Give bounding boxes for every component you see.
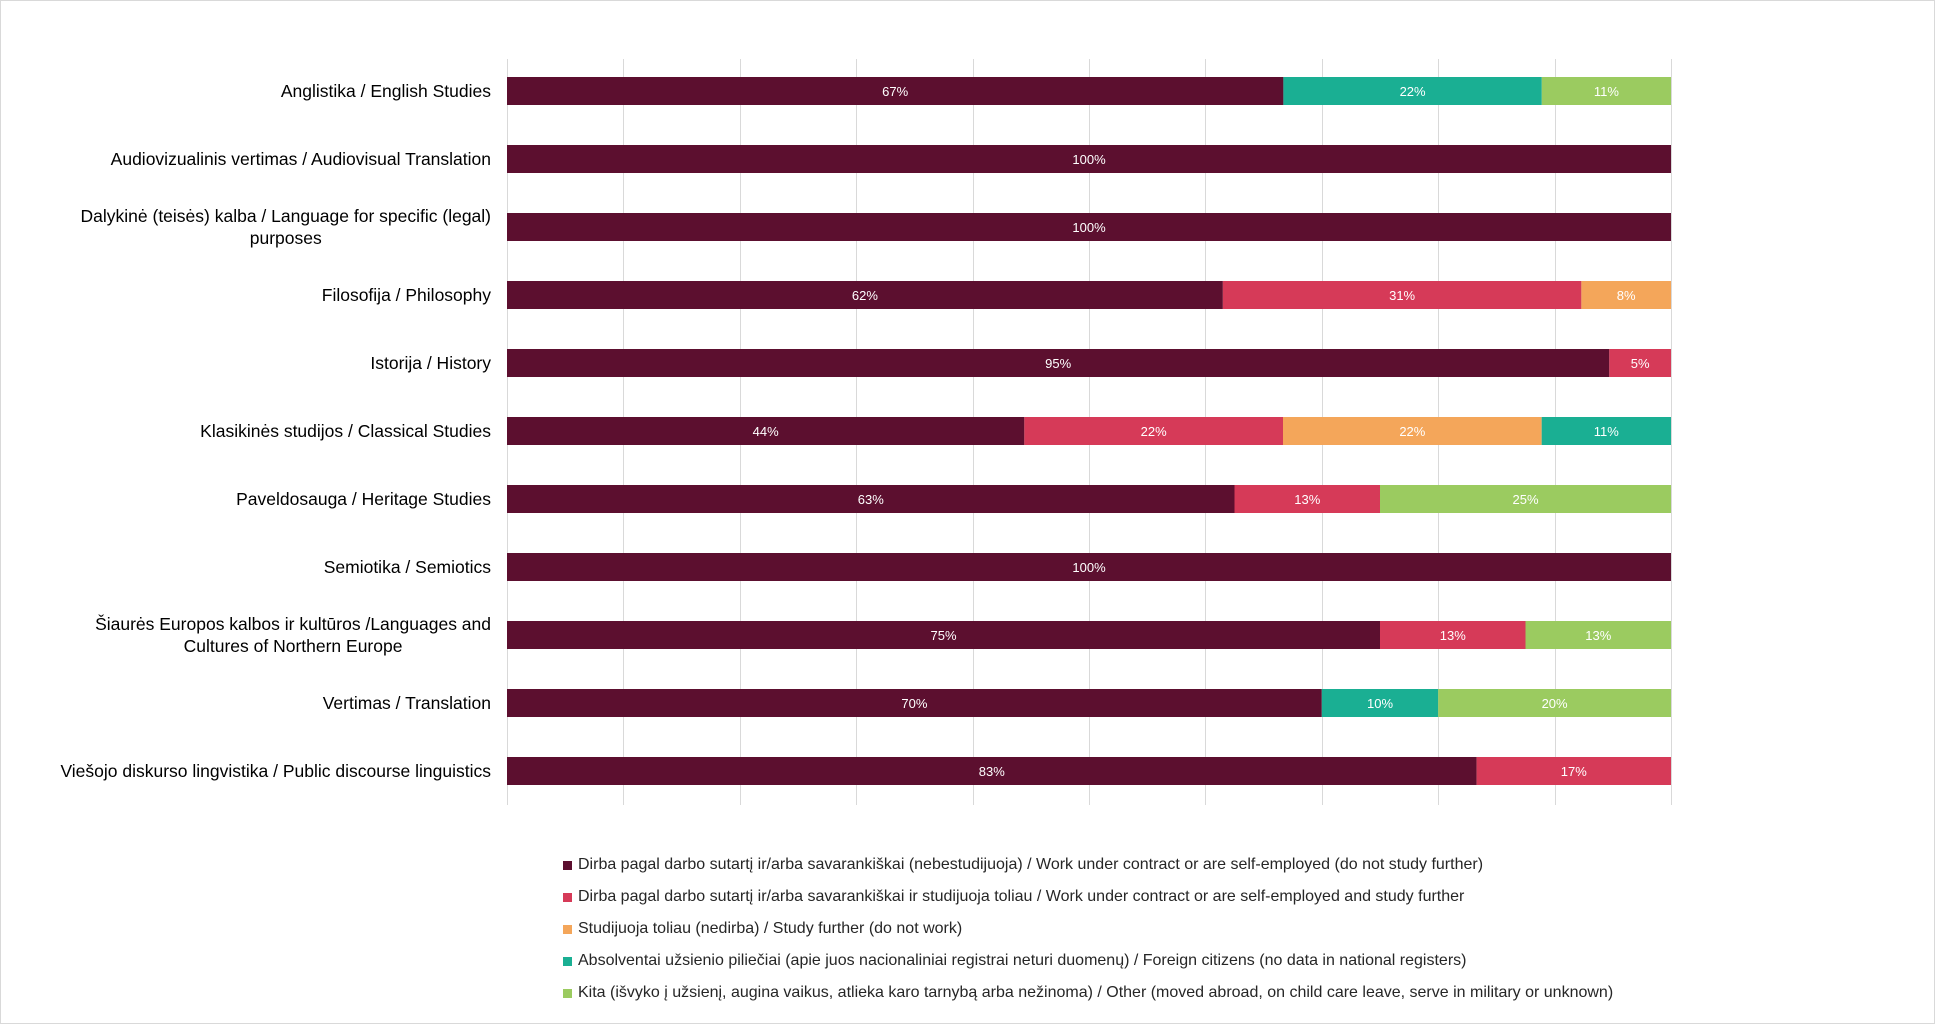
- data-label: 13%: [1585, 628, 1611, 643]
- data-label: 10%: [1367, 696, 1393, 711]
- data-label: 67%: [882, 84, 908, 99]
- legend-item: Absolventai užsienio piliečiai (apie juo…: [563, 945, 1863, 977]
- bar-segment: [507, 417, 1025, 445]
- legend-label: Dirba pagal darbo sutartį ir/arba savara…: [578, 856, 1484, 873]
- data-label: 100%: [1072, 220, 1106, 235]
- bar-segment: [507, 145, 1671, 173]
- bar-segment: [1581, 281, 1671, 309]
- legend-item: Dirba pagal darbo sutartį ir/arba savara…: [563, 881, 1863, 913]
- category-label: Cultures of Northern Europe: [184, 636, 403, 656]
- bar-segment: [1525, 621, 1671, 649]
- legend-label: Dirba pagal darbo sutartį ir/arba savara…: [578, 888, 1465, 905]
- legend-label: Kita (išvyko į užsienį, augina vaikus, a…: [578, 984, 1614, 1001]
- data-label: 11%: [1594, 84, 1619, 99]
- bar-segment: [507, 349, 1610, 377]
- data-label: 31%: [1389, 288, 1415, 303]
- category-label: purposes: [250, 228, 322, 248]
- data-label: 100%: [1072, 560, 1106, 575]
- bar-segment: [1234, 485, 1380, 513]
- data-label: 22%: [1399, 424, 1425, 439]
- legend-label: Studijuoja toliau (nedirba) / Study furt…: [578, 920, 963, 937]
- data-label: 13%: [1440, 628, 1466, 643]
- bars: 67% 22% 11% 100% 100% 62% 31% 8% 95% 5% 44% 22% 22% 1…: [507, 77, 1671, 785]
- bar-segment: [1541, 77, 1671, 105]
- category-label: Filosofija / Philosophy: [322, 285, 491, 305]
- bar-segment: [507, 553, 1671, 581]
- legend-swatch: [563, 860, 572, 870]
- legend-item: Kita (išvyko į užsienį, augina vaikus, a…: [563, 977, 1863, 1009]
- category-label: Istorija / History: [370, 353, 491, 373]
- data-label: 75%: [930, 628, 956, 643]
- bar-segment: [507, 621, 1380, 649]
- category-label: Viešojo diskurso lingvistika / Public di…: [60, 761, 491, 781]
- data-label: 20%: [1542, 696, 1568, 711]
- category-label: Šiaurės Europos kalbos ir kultūros /Lang…: [95, 613, 491, 634]
- bar-segment: [1541, 417, 1671, 445]
- category-label: Klasikinės studijos / Classical Studies: [200, 421, 491, 441]
- data-label: 44%: [753, 424, 779, 439]
- bar-segment: [1476, 757, 1671, 785]
- bar-segment: [1380, 485, 1671, 513]
- category-label: Semiotika / Semiotics: [324, 557, 492, 577]
- category-label: Audiovizualinis vertimas / Audiovisual T…: [111, 149, 491, 169]
- data-label: 17%: [1561, 764, 1587, 779]
- data-label: 13%: [1294, 492, 1320, 507]
- legend-item: Dirba pagal darbo sutartį ir/arba savara…: [563, 849, 1863, 881]
- data-label: 100%: [1072, 152, 1106, 167]
- legend-swatch: [563, 892, 572, 902]
- data-label: 22%: [1400, 84, 1426, 99]
- data-label: 11%: [1594, 424, 1619, 439]
- bar-segment: [507, 485, 1235, 513]
- data-label: 8%: [1617, 288, 1636, 303]
- data-label: 5%: [1631, 356, 1650, 371]
- bar-segment: [1609, 349, 1671, 377]
- bar-segment: [1321, 689, 1439, 717]
- bar-segment: [507, 77, 1284, 105]
- legend-swatch: [563, 924, 572, 934]
- data-label: 63%: [858, 492, 884, 507]
- legend-swatch: [563, 956, 572, 966]
- category-label: Anglistika / English Studies: [281, 81, 491, 101]
- bar-segment: [507, 281, 1223, 309]
- bar-segment: [1283, 417, 1542, 445]
- legend-swatch: [563, 988, 572, 998]
- category-labels: Anglistika / English Studies Audiovizuali…: [60, 81, 491, 781]
- category-label: Vertimas / Translation: [323, 693, 491, 713]
- data-label: 62%: [852, 288, 878, 303]
- category-label: Paveldosauga / Heritage Studies: [236, 489, 491, 509]
- bar-segment: [507, 689, 1322, 717]
- bar-segment: [1024, 417, 1283, 445]
- bar-segment: [507, 213, 1671, 241]
- bar-segment: [1283, 77, 1542, 105]
- data-label: 22%: [1141, 424, 1167, 439]
- data-label: 95%: [1045, 356, 1071, 371]
- bar-segment: [1380, 621, 1526, 649]
- legend: Dirba pagal darbo sutartį ir/arba savara…: [563, 849, 1863, 1009]
- bar-segment: [507, 757, 1477, 785]
- category-label: Dalykinė (teisės) kalba / Language for s…: [81, 206, 491, 226]
- legend-item: Studijuoja toliau (nedirba) / Study furt…: [563, 913, 1863, 945]
- data-label: 70%: [901, 696, 927, 711]
- bar-segment: [1438, 689, 1671, 717]
- bar-segment: [1222, 281, 1582, 309]
- data-label: 25%: [1512, 492, 1538, 507]
- legend-label: Absolventai užsienio piliečiai (apie juo…: [578, 952, 1467, 969]
- stacked-bar-chart: 67% 22% 11% 100% 100% 62% 31% 8% 95% 5% 44% 22% 22% 1…: [60, 59, 1672, 805]
- data-label: 83%: [979, 764, 1005, 779]
